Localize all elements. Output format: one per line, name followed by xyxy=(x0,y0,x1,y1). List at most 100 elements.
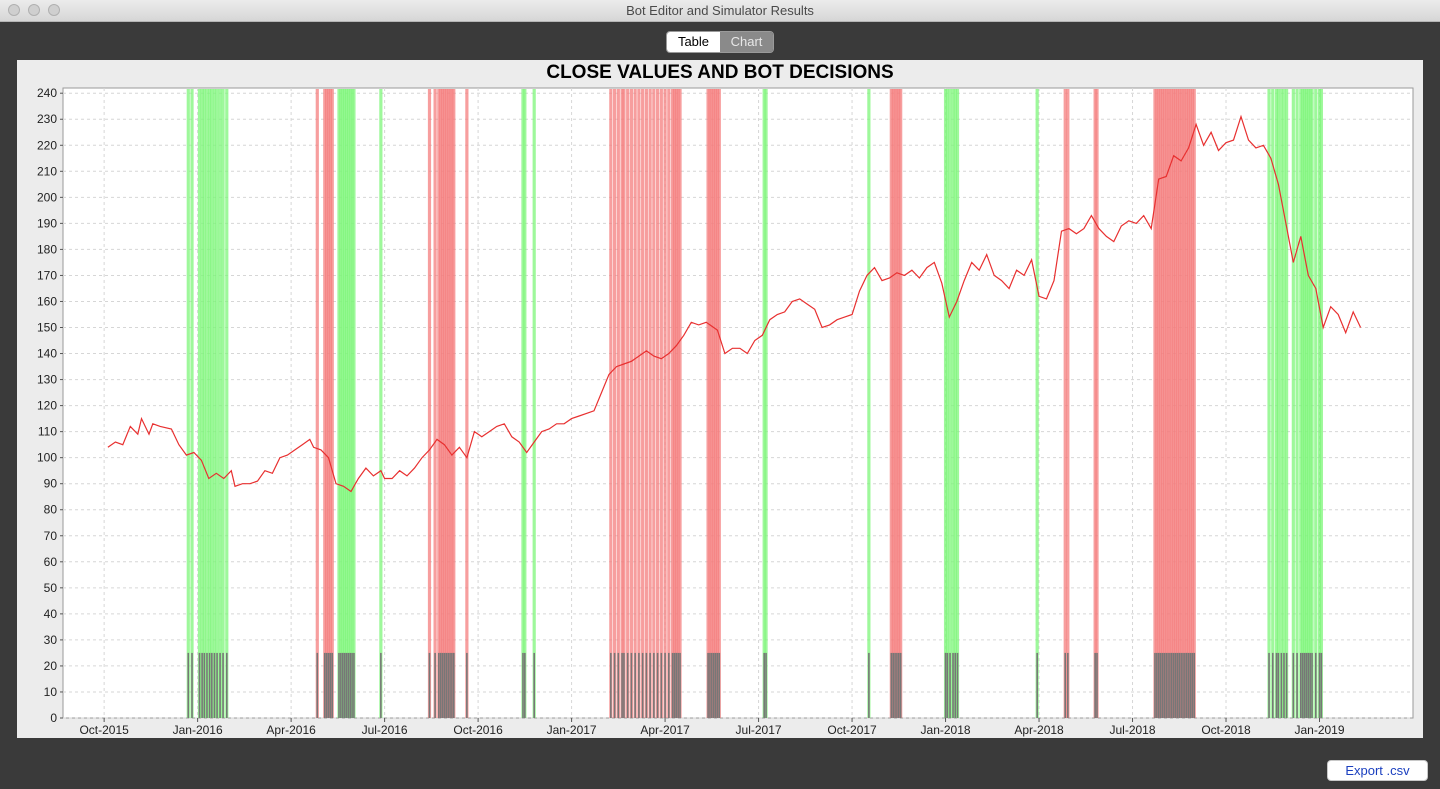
sell-signal-band xyxy=(620,89,624,718)
sell-signal-band xyxy=(891,89,895,718)
buy-signal-band xyxy=(221,89,225,718)
sell-signal-band xyxy=(326,89,331,718)
y-tick-label: 230 xyxy=(37,112,57,126)
sell-signal-band xyxy=(446,89,450,718)
sell-signal-band xyxy=(328,89,332,718)
buy-signal-band xyxy=(339,89,343,718)
y-tick-label: 180 xyxy=(37,242,57,256)
sell-signal-band xyxy=(1172,89,1176,718)
sell-signal-band xyxy=(1158,89,1163,718)
sell-signal-band xyxy=(1192,89,1196,718)
sell-signal-band xyxy=(1157,89,1161,718)
sell-signal-band xyxy=(448,89,452,718)
y-tick-label: 40 xyxy=(44,607,58,621)
sell-signal-band xyxy=(1160,89,1165,718)
buy-signal-band xyxy=(200,89,204,718)
y-tick-label: 130 xyxy=(37,373,57,387)
buy-signal-band xyxy=(1274,89,1279,718)
sell-signal-band xyxy=(1181,89,1185,718)
sell-signal-band xyxy=(465,89,469,718)
sell-signal-band xyxy=(708,89,712,718)
x-tick-label: Jan-2017 xyxy=(547,723,597,737)
buy-signal-band xyxy=(212,89,217,718)
y-tick-label: 170 xyxy=(37,268,57,282)
sell-signal-band xyxy=(652,89,656,718)
sell-signal-band xyxy=(895,89,899,718)
buy-signal-band xyxy=(341,89,345,718)
y-tick-label: 60 xyxy=(44,555,58,569)
minimize-window-button[interactable] xyxy=(28,4,40,16)
sell-signal-band xyxy=(1175,89,1180,718)
buy-signal-band xyxy=(205,89,209,718)
buy-signal-band xyxy=(948,89,952,718)
sell-signal-band xyxy=(440,89,445,718)
title-bar: Bot Editor and Simulator Results xyxy=(0,0,1440,22)
buy-signal-band xyxy=(951,89,955,718)
x-tick-label: Oct-2016 xyxy=(453,723,503,737)
buy-signal-band xyxy=(943,89,948,718)
sell-signal-band xyxy=(1164,89,1168,718)
y-tick-label: 80 xyxy=(44,503,58,517)
sell-signal-band xyxy=(1093,89,1097,718)
buy-signal-band xyxy=(1267,89,1271,718)
sell-signal-band xyxy=(433,89,437,718)
sell-signal-band xyxy=(452,89,456,718)
x-tick-label: Oct-2017 xyxy=(827,723,877,737)
buy-signal-band xyxy=(379,89,383,718)
buy-signal-band xyxy=(218,89,222,718)
y-tick-label: 240 xyxy=(37,86,57,100)
x-tick-label: Apr-2016 xyxy=(266,723,316,737)
buy-signal-band xyxy=(1302,89,1307,718)
tab-table[interactable]: Table xyxy=(667,32,720,52)
sell-signal-band xyxy=(706,89,710,718)
sell-signal-band xyxy=(637,89,641,718)
tab-chart[interactable]: Chart xyxy=(720,32,773,52)
zoom-window-button[interactable] xyxy=(48,4,60,16)
sell-signal-band xyxy=(897,89,901,718)
buy-signal-band xyxy=(1310,89,1314,718)
close-line xyxy=(107,114,1362,493)
sell-signal-band xyxy=(325,89,329,718)
sell-signal-band xyxy=(676,89,680,718)
buy-signal-band xyxy=(1299,89,1303,718)
buy-signal-band xyxy=(344,89,349,718)
sell-signal-band xyxy=(323,89,327,718)
close-values-chart: CLOSE VALUES AND BOT DECISIONS 0 10 20 30 40 5… xyxy=(37,62,1414,737)
sell-signal-band xyxy=(450,89,454,718)
x-tick-label: Oct-2018 xyxy=(1201,723,1251,737)
y-tick-label: 100 xyxy=(37,451,57,465)
export-csv-button[interactable]: Export .csv xyxy=(1327,760,1428,781)
sell-signal-band xyxy=(713,89,718,718)
y-tick-label: 10 xyxy=(44,685,58,699)
sell-signal-band xyxy=(678,89,682,718)
sell-signal-band xyxy=(1063,89,1067,718)
y-tick-label: 190 xyxy=(37,216,57,230)
sell-signal-band xyxy=(644,89,648,718)
sell-signal-band xyxy=(655,89,660,718)
sell-signal-band xyxy=(670,89,675,718)
buy-signal-band xyxy=(350,89,354,718)
y-tick-label: 20 xyxy=(44,659,58,673)
sell-signal-band xyxy=(672,89,677,718)
buy-signal-band xyxy=(945,89,950,718)
sell-signal-band xyxy=(626,89,630,718)
sell-signal-band xyxy=(710,89,714,718)
chart-panel: CLOSE VALUES AND BOT DECISIONS 0 10 20 30 40 5… xyxy=(17,60,1423,738)
buy-signal-band xyxy=(1035,89,1039,718)
y-tick-label: 140 xyxy=(37,347,57,361)
buy-signal-band xyxy=(1317,89,1322,718)
x-tick-label: Jan-2019 xyxy=(1294,723,1344,737)
buy-signal-band xyxy=(346,89,350,718)
y-tick-label: 150 xyxy=(37,321,57,335)
close-window-button[interactable] xyxy=(8,4,20,16)
sell-signal-band xyxy=(659,89,663,718)
buy-signal-band xyxy=(955,89,960,718)
y-tick-label: 50 xyxy=(44,581,58,595)
x-tick-label: Jul-2016 xyxy=(362,723,408,737)
sell-signal-band xyxy=(1162,89,1166,718)
window-title: Bot Editor and Simulator Results xyxy=(626,3,814,18)
buy-signal-band xyxy=(1301,89,1305,718)
sell-signal-band xyxy=(1173,89,1178,718)
sell-signal-band xyxy=(1188,89,1193,718)
buy-signal-band xyxy=(337,89,341,718)
